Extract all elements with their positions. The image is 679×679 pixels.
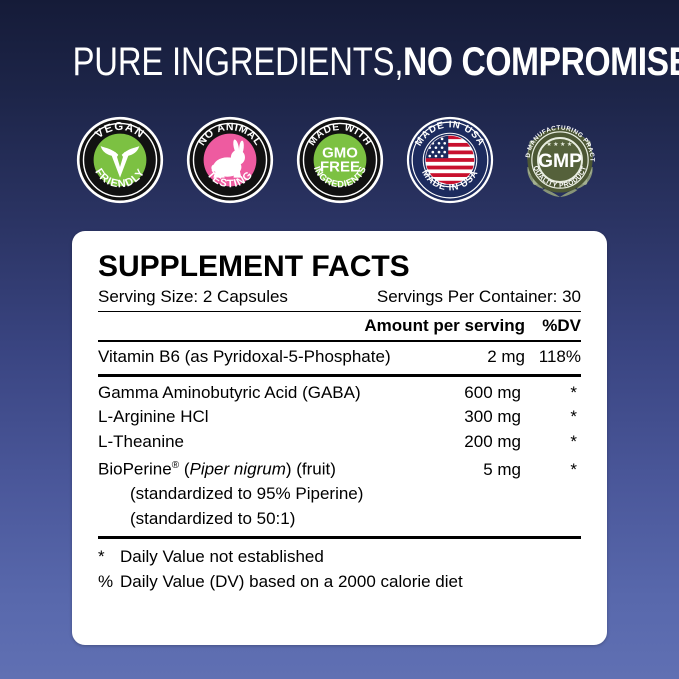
gmp-badge: GMP ★★★★ GOOD MANUFACTURING PRACTICE QUA… (516, 116, 604, 204)
made-in-usa-badge: MADE IN USA MADE IN USA (406, 116, 494, 204)
ingredient-name: Vitamin B6 (as Pyridoxal-5-Phosphate) (98, 347, 391, 366)
no-animal-testing-badge: NO ANIMAL TESTING (186, 116, 274, 204)
ingredient-dv: * (570, 459, 577, 479)
svg-text:FREE: FREE (320, 158, 360, 175)
svg-text:★★★★: ★★★★ (546, 141, 573, 148)
bioperine-name-pre: BioPerine (98, 459, 172, 479)
ingredient-dv: * (570, 382, 577, 402)
ingredient-amount: 2 mg (487, 347, 525, 366)
ingredient-amount: 5 mg (483, 459, 521, 479)
ingredient-name: L-Theanine (98, 431, 185, 451)
svg-text:GMO: GMO (322, 144, 358, 161)
ingredient-amount: 200 mg (464, 431, 521, 451)
ingredient-name: BioPerine® (Piper nigrum) (fruit) (98, 454, 401, 482)
footnote-row: % Daily Value (DV) based on a 2000 calor… (98, 569, 581, 594)
certification-badge-row: VEGAN FRIENDLY (0, 114, 679, 206)
servings-per-container-label: Servings Per Container: 30 (376, 287, 581, 306)
table-row: Gamma Aminobutyric Acid (GABA) 600 mg * (98, 381, 581, 406)
ingredient-dv: * (570, 431, 577, 451)
supplement-facts-title: SUPPLEMENT FACTS (98, 250, 410, 283)
footnote-mark: * (98, 547, 105, 567)
divider-under-headers (98, 340, 581, 342)
headline-part-one: PURE INGREDIENTS, (72, 40, 404, 84)
divider-under-vitamins (98, 373, 581, 377)
vegan-friendly-badge: VEGAN FRIENDLY (76, 116, 164, 204)
dv-column-header: %DV (542, 316, 581, 335)
ingredient-sub-line: (standardized to 50:1) (130, 508, 296, 528)
bioperine-latin-name: Piper nigrum (189, 459, 286, 479)
divider-above-footnotes (98, 536, 581, 540)
svg-text:TESTING: TESTING (204, 169, 255, 191)
serving-info-row: Serving Size: 2 Capsules Servings Per Co… (98, 286, 581, 311)
ingredient-sub-line: (standardized to 95% Piperine) (130, 484, 364, 504)
ingredient-rows-block: Gamma Aminobutyric Acid (GABA) 600 mg * … (98, 377, 581, 537)
serving-size-label: Serving Size: 2 Capsules (98, 287, 288, 306)
bioperine-name-mid: ( (179, 459, 190, 479)
footnote-text: Daily Value not established (120, 547, 324, 567)
ingredient-amount: 600 mg (464, 382, 521, 402)
table-row: L-Arginine HCl 300 mg * (98, 405, 581, 430)
footnotes-block: * Daily Value not established % Daily Va… (98, 539, 581, 594)
footnote-row: * Daily Value not established (98, 544, 581, 569)
ingredient-dv: * (570, 407, 577, 426)
ingredient-amount: 300 mg (464, 407, 521, 426)
supplement-facts-card: SUPPLEMENT FACTS Serving Size: 2 Capsule… (72, 231, 607, 645)
divider-under-serving (98, 311, 581, 312)
ingredient-dv: 118% (538, 347, 581, 366)
table-row: BioPerine® (Piper nigrum) (fruit) 5 mg * (98, 454, 581, 482)
svg-text:GMP: GMP (537, 150, 581, 172)
footnote-mark: % (98, 572, 114, 592)
footnote-text: Daily Value (DV) based on a 2000 calorie… (120, 572, 463, 592)
ingredient-name: Gamma Aminobutyric Acid (GABA) (98, 382, 361, 402)
gmo-free-badge: GMO FREE MADE WITH INGREDIENTS (296, 116, 384, 204)
table-row: L-Theanine 200 mg * (98, 430, 581, 455)
registered-trademark-icon: ® (171, 460, 180, 471)
ingredient-name: L-Arginine HCl (98, 407, 209, 426)
amount-column-header: Amount per serving (364, 316, 525, 335)
column-header-row: Amount per serving %DV (98, 312, 581, 340)
bioperine-name-post: ) (fruit) (285, 459, 336, 479)
vitamin-rows-block: Vitamin B6 (as Pyridoxal-5-Phosphate) 2 … (98, 342, 581, 374)
supplement-facts-content: SUPPLEMENT FACTS Serving Size: 2 Capsule… (98, 249, 581, 594)
headline-part-two: NO COMPROMISES (403, 40, 679, 84)
page-headline: PURE INGREDIENTS,NO COMPROMISES (0, 40, 679, 84)
table-row: Vitamin B6 (as Pyridoxal-5-Phosphate) 2 … (98, 345, 581, 370)
